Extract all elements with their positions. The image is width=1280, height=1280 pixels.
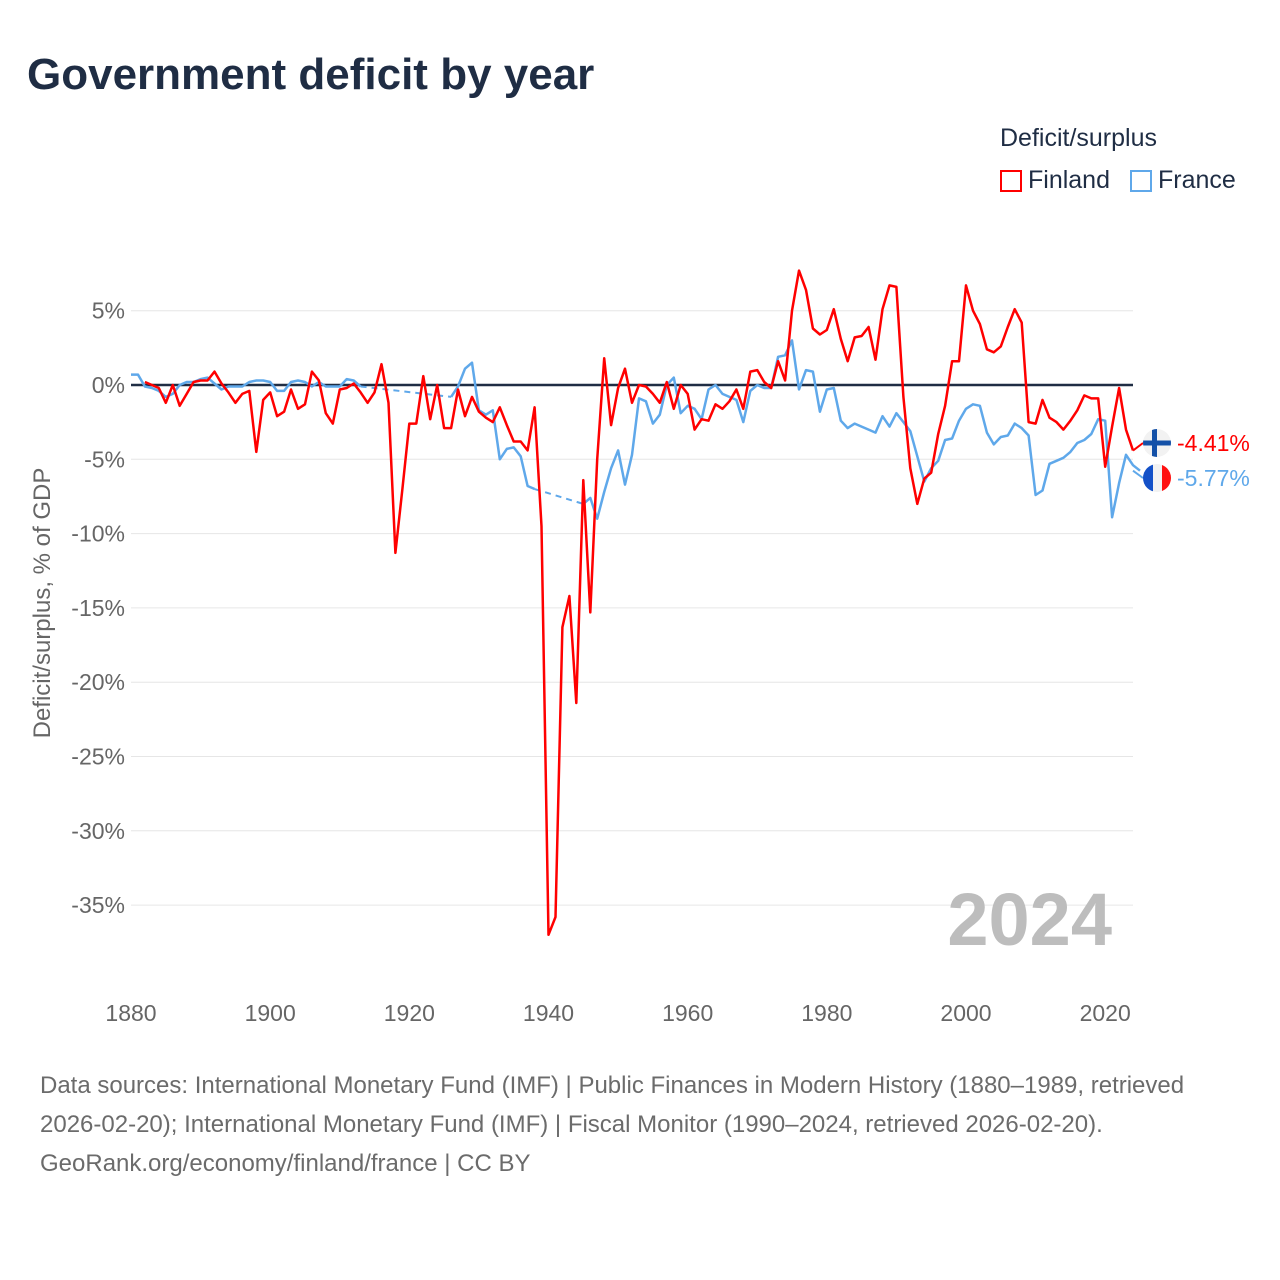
end-value-label-france: -5.77% xyxy=(1177,465,1250,491)
y-tick-label: -30% xyxy=(71,818,125,844)
series-line-finland[interactable] xyxy=(144,269,1135,937)
series-line-france[interactable] xyxy=(450,361,536,491)
x-tick-label: 1920 xyxy=(384,1000,435,1026)
x-tick-label: 1880 xyxy=(105,1000,156,1026)
legend: Finland France xyxy=(1000,166,1236,195)
series-gap-france xyxy=(534,488,584,505)
end-value-label-finland: -4.41% xyxy=(1177,430,1250,456)
x-tick-label: 1960 xyxy=(662,1000,713,1026)
x-tick-label: 1900 xyxy=(245,1000,296,1026)
chart-title: Government deficit by year xyxy=(27,50,595,99)
y-tick-label: -10% xyxy=(71,521,125,547)
legend-item-france[interactable]: France xyxy=(1130,166,1236,195)
legend-swatch-france xyxy=(1130,169,1152,192)
year-watermark: 2024 xyxy=(947,878,1112,961)
legend-swatch-finland xyxy=(1000,169,1022,192)
footer: Data sources: International Monetary Fun… xyxy=(40,1066,1240,1183)
legend-item-finland[interactable]: Finland xyxy=(1000,166,1110,195)
y-tick-label: -20% xyxy=(71,669,125,695)
data-sources: Data sources: International Monetary Fun… xyxy=(40,1072,1185,1138)
x-tick-label: 2020 xyxy=(1080,1000,1131,1026)
flag-finland-icon xyxy=(1143,429,1171,457)
series-line-france[interactable] xyxy=(582,339,1141,520)
y-tick-label: 5% xyxy=(92,298,125,324)
x-tick-label: 1980 xyxy=(801,1000,852,1026)
legend-title: Deficit/surplus xyxy=(1000,124,1157,152)
y-tick-label: -35% xyxy=(71,892,125,918)
end-connector xyxy=(1132,442,1144,452)
chart-area: 5% 0% -5% -10% -15% -20% -25% -30% -35% 1880 1900 1… xyxy=(29,269,1250,1026)
y-tick-label: 0% xyxy=(92,372,125,398)
credit-link[interactable]: GeoRank.org/economy/finland/france | CC … xyxy=(40,1150,531,1177)
x-tick-label: 1940 xyxy=(523,1000,574,1026)
legend-label-france: France xyxy=(1158,166,1236,194)
end-connector xyxy=(1132,469,1144,479)
legend-label-finland: Finland xyxy=(1028,166,1110,194)
y-axis-title: Deficit/surplus, % of GDP xyxy=(29,468,56,739)
flag-france-icon xyxy=(1143,464,1171,492)
y-tick-label: -25% xyxy=(71,744,125,770)
x-tick-label: 2000 xyxy=(940,1000,991,1026)
y-tick-label: -15% xyxy=(71,595,125,621)
y-tick-label: -5% xyxy=(84,446,125,472)
